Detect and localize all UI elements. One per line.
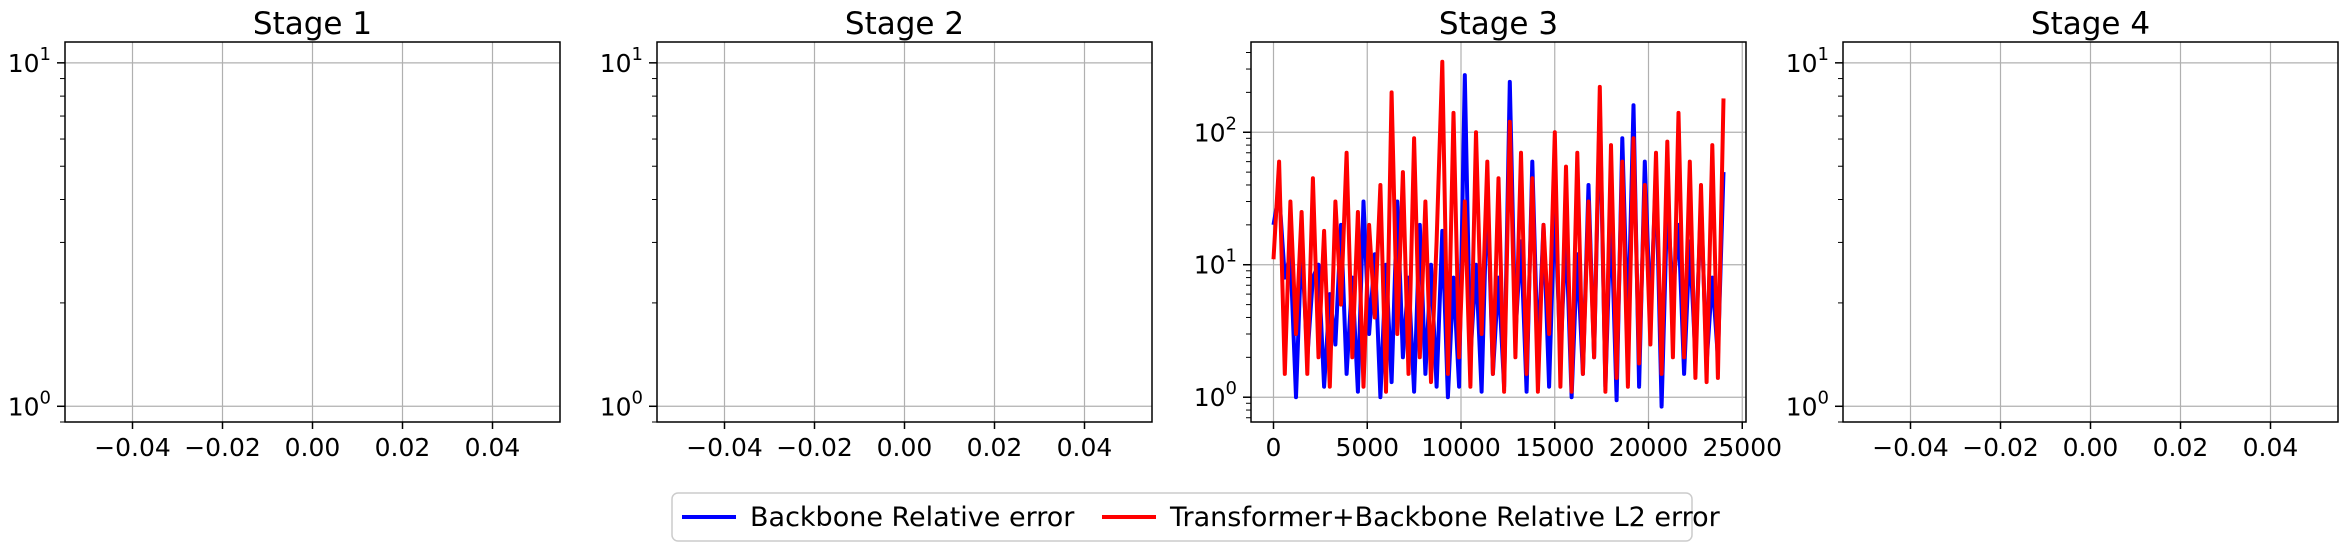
y-tick-label: 101 <box>1786 44 1829 78</box>
x-tick-label: 0.04 <box>2243 433 2299 462</box>
subplot-title: Stage 4 <box>2031 6 2150 42</box>
y-tick-label: 101 <box>1194 246 1237 280</box>
x-tick-label: 0.00 <box>877 433 933 462</box>
subplot-stage-4: −0.04 −0.02 0.00 0.02 0.04 100 101 Stage 4 <box>1786 6 2339 462</box>
x-tick-label: 5000 <box>1335 433 1399 462</box>
legend-label-backbone: Backbone Relative error <box>750 502 1075 533</box>
subplot-title: Stage 2 <box>845 6 964 42</box>
y-tick-label: 100 <box>600 387 643 421</box>
x-tick-label: −0.02 <box>184 433 261 462</box>
x-tick-label: −0.04 <box>94 433 171 462</box>
subplot-stage-1: −0.04 −0.02 0.00 0.02 0.04 100 101 Stage 1 <box>8 6 561 462</box>
subplot-title: Stage 3 <box>1439 6 1558 42</box>
y-tick-label: 100 <box>1786 387 1829 421</box>
x-tick-label: 0.02 <box>2153 433 2209 462</box>
x-tick-label: 0.02 <box>967 433 1023 462</box>
x-tick-label: −0.04 <box>1872 433 1949 462</box>
subplot-stage-2: −0.04 −0.02 0.00 0.02 0.04 100 101 Stage 2 <box>600 6 1153 462</box>
x-tick-label: 0.00 <box>2063 433 2119 462</box>
x-tick-label: −0.02 <box>1962 433 2039 462</box>
legend-label-transformer: Transformer+Backbone Relative L2 error <box>1169 502 1721 533</box>
x-tick-label: 0.00 <box>285 433 341 462</box>
series-line-transformer-backbone <box>1271 59 1726 394</box>
x-tick-label: −0.02 <box>776 433 853 462</box>
x-tick-label: 10000 <box>1421 433 1501 462</box>
y-tick-label: 101 <box>600 44 643 78</box>
axes-frame <box>1250 41 1747 423</box>
subplot-stage-3: 0 5000 10000 15000 20000 25000 100 101 102 Stage … <box>1194 6 1782 462</box>
legend-frame <box>671 492 1693 542</box>
subplot-title: Stage 1 <box>253 6 372 42</box>
x-tick-label: 20000 <box>1609 433 1689 462</box>
y-tick-label: 101 <box>8 44 51 78</box>
x-tick-label: 15000 <box>1515 433 1595 462</box>
y-tick-label: 102 <box>1194 113 1237 147</box>
x-tick-label: 0.02 <box>375 433 431 462</box>
x-tick-label: 0 <box>1266 433 1282 462</box>
y-tick-label: 100 <box>1194 378 1237 412</box>
x-tick-label: 0.04 <box>465 433 521 462</box>
x-tick-label: −0.04 <box>686 433 763 462</box>
legend: Backbone Relative error Transformer+Back… <box>671 492 1721 542</box>
x-tick-label: 0.04 <box>1057 433 1113 462</box>
x-tick-label: 25000 <box>1702 433 1782 462</box>
y-tick-label: 100 <box>8 387 51 421</box>
